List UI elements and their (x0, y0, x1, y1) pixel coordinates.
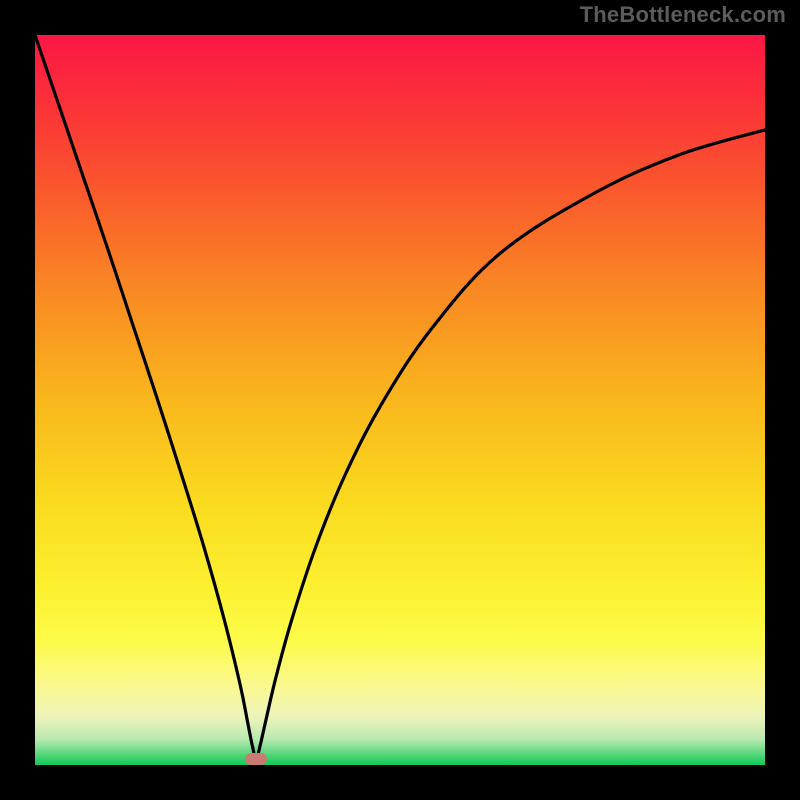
chart-stage: TheBottleneck.com (0, 0, 800, 800)
minimum-marker (245, 753, 267, 765)
plot-background (35, 35, 765, 765)
plot-area (35, 35, 765, 765)
watermark-text: TheBottleneck.com (580, 2, 786, 28)
plot-svg (35, 35, 765, 765)
